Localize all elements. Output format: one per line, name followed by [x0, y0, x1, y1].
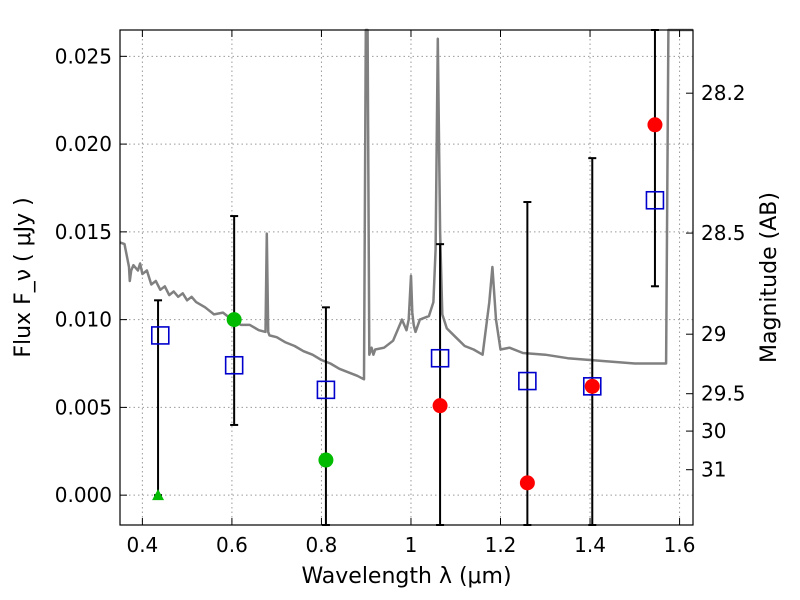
axis-ticks: 0.4 0.6 0.8 1 1.2 1.4 1.6 0.000 0.005 0.010 0.015 0…: [55, 30, 746, 557]
y-tick-label: 0.000: [55, 483, 112, 507]
mag-tick-label: 30: [701, 419, 726, 443]
x-tick-label: 1: [405, 533, 418, 557]
y-tick-label: 0.025: [55, 44, 112, 68]
model-flux-marker: [582, 377, 602, 396]
mag-tick-label: 29: [701, 322, 726, 346]
model-flux-marker: [518, 371, 537, 391]
x-tick-label: 1.4: [574, 533, 606, 557]
y-tick-label: 0.010: [55, 308, 112, 332]
upper-limit-marker: [152, 489, 165, 501]
model-flux-marker: [150, 326, 170, 345]
mag-tick-label: 28.2: [701, 81, 746, 105]
mag-tick-label: 31: [701, 458, 726, 482]
plot-frame: [119, 29, 694, 526]
x-tick-label: 0.4: [126, 533, 158, 557]
y-axis-label: Flux F_ν ( μJy ): [11, 197, 36, 357]
template-spectrum-line: [119, 28, 693, 381]
y-tick-label: 0.005: [55, 395, 112, 419]
grid-lines: [120, 30, 693, 525]
model-flux-marker: [224, 355, 244, 375]
x-tick-label: 0.6: [216, 533, 248, 557]
x-tick-label: 1.2: [485, 533, 517, 557]
mag-tick-label: 29.5: [701, 382, 746, 406]
detection-marker: [432, 398, 448, 414]
template-spectrum: [119, 28, 693, 381]
x-tick-label: 0.8: [306, 533, 338, 557]
x-tick-label: 1.6: [664, 533, 696, 557]
marginal-marker: [318, 452, 334, 468]
marginal-marker: [226, 312, 242, 328]
mag-tick-label: 28.5: [701, 221, 746, 245]
y-tick-label: 0.020: [55, 132, 112, 156]
x-axis-label: Wavelength λ (μm): [301, 564, 511, 589]
right-axis-label: Magnitude (AB): [757, 192, 782, 363]
detection-marker: [584, 378, 600, 394]
model-flux-marker: [645, 190, 665, 210]
data-points: [150, 117, 665, 501]
y-tick-label: 0.015: [55, 220, 112, 244]
error-bars: [154, 29, 659, 526]
model-flux-marker: [316, 380, 336, 400]
model-flux-marker: [430, 348, 450, 368]
detection-marker: [519, 475, 535, 491]
detection-marker: [647, 117, 663, 133]
